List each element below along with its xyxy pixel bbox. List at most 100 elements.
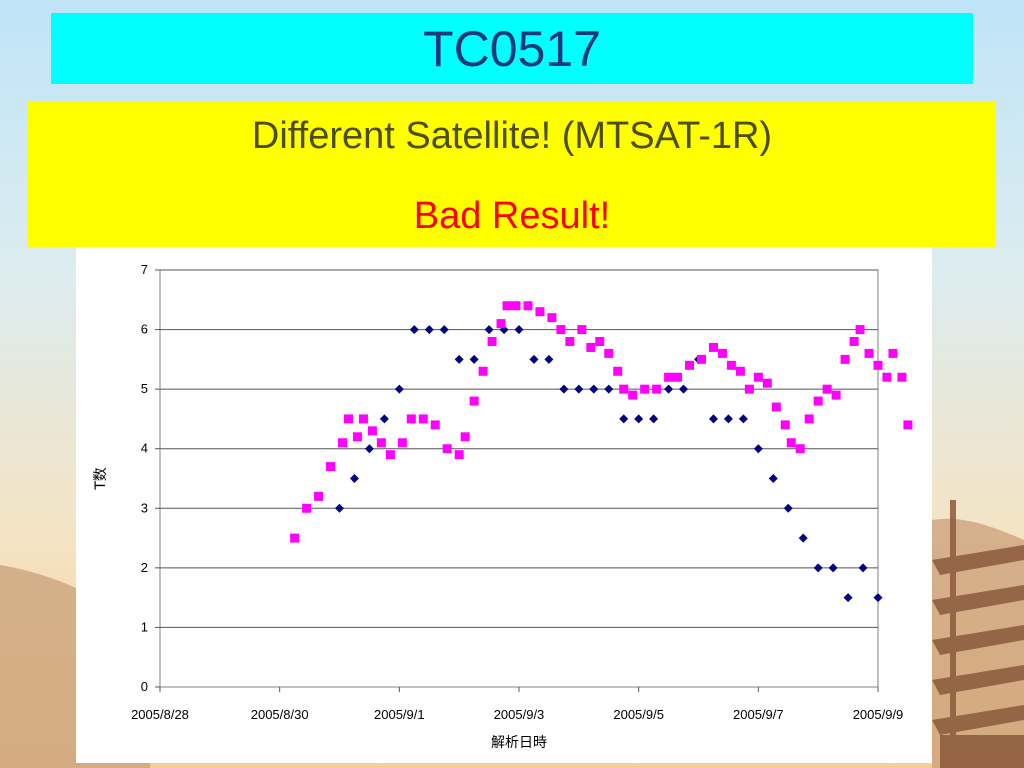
- y-tick-label: 4: [141, 441, 148, 456]
- data-point-square: [726, 360, 736, 370]
- data-point-square: [502, 301, 512, 311]
- data-point-diamond: [768, 474, 778, 483]
- data-point-square: [708, 342, 718, 352]
- data-point-square: [685, 360, 695, 370]
- data-point-diamond: [723, 414, 733, 424]
- data-point-diamond: [604, 384, 614, 394]
- data-point-square: [882, 372, 892, 382]
- y-tick-label: 1: [141, 619, 148, 634]
- slide-title: TC0517: [423, 20, 601, 77]
- data-point-diamond: [484, 325, 494, 335]
- scatter-chart: 0 1 2 3 4 5 6 7 2005/8/28 2005/8/30 2005/9/1 2005/9…: [93, 262, 913, 751]
- data-point-diamond: [813, 563, 823, 573]
- data-point-square: [735, 366, 745, 376]
- data-point-diamond: [394, 384, 404, 394]
- data-point-diamond: [409, 325, 419, 335]
- data-point-square: [822, 384, 832, 394]
- x-tick-label: 2005/8/28: [131, 707, 189, 722]
- data-point-diamond: [454, 354, 464, 364]
- data-point-square: [511, 301, 521, 311]
- data-point-square: [385, 450, 395, 460]
- data-point-square: [771, 402, 781, 412]
- x-tick-label: 2005/9/3: [494, 707, 545, 722]
- data-point-diamond: [798, 533, 808, 543]
- data-point-diamond: [379, 414, 389, 424]
- data-point-square: [664, 372, 674, 382]
- data-point-diamond: [335, 503, 344, 513]
- data-point-square: [418, 414, 428, 424]
- data-point-square: [430, 420, 440, 430]
- data-point-square: [556, 325, 566, 335]
- data-point-square: [717, 348, 727, 358]
- data-point-square: [786, 438, 796, 448]
- y-tick-label: 6: [141, 322, 148, 337]
- data-point-diamond: [559, 384, 569, 394]
- data-point-diamond: [364, 444, 374, 454]
- data-point-square: [753, 372, 763, 382]
- data-point-square: [864, 348, 874, 358]
- data-point-square: [314, 491, 324, 501]
- data-point-square: [673, 372, 683, 382]
- y-tick-label: 0: [141, 679, 148, 694]
- data-point-diamond: [514, 325, 524, 335]
- data-point-square: [795, 444, 805, 454]
- data-point-square: [367, 426, 377, 436]
- note-line-alert: Bad Result!: [413, 195, 611, 237]
- data-point-square: [813, 396, 823, 406]
- data-point-square: [613, 366, 623, 376]
- data-point-square: [744, 384, 754, 394]
- data-point-square: [535, 307, 545, 317]
- y-axis-title: T数: [93, 467, 109, 491]
- data-point-diamond: [349, 474, 359, 483]
- data-point-diamond: [634, 414, 644, 424]
- data-point-diamond: [679, 384, 689, 394]
- data-point-square: [496, 319, 506, 329]
- data-point-diamond: [649, 414, 659, 424]
- data-point-square: [903, 420, 913, 430]
- data-point-square: [652, 384, 662, 394]
- series-square: [290, 301, 913, 543]
- data-point-diamond: [858, 563, 868, 573]
- data-point-square: [762, 378, 772, 388]
- data-point-diamond: [738, 414, 748, 424]
- data-point-diamond: [828, 563, 838, 573]
- data-point-square: [397, 438, 407, 448]
- data-point-square: [855, 325, 865, 335]
- data-point-diamond: [589, 384, 599, 394]
- data-point-square: [478, 366, 488, 376]
- data-point-diamond: [499, 325, 509, 335]
- data-point-square: [358, 414, 368, 424]
- data-point-diamond: [529, 354, 539, 364]
- data-point-square: [831, 390, 841, 400]
- data-point-square: [352, 432, 362, 442]
- pagoda-silhouette: [932, 500, 1024, 768]
- data-point-square: [780, 420, 790, 430]
- y-tick-label: 7: [141, 262, 148, 277]
- data-point-square: [628, 390, 638, 400]
- data-point-square: [640, 384, 650, 394]
- data-point-diamond: [873, 593, 883, 603]
- data-point-square: [290, 533, 300, 543]
- data-point-diamond: [783, 503, 793, 513]
- data-point-square: [376, 438, 386, 448]
- data-point-diamond: [424, 325, 434, 335]
- data-point-square: [619, 384, 629, 394]
- chart-panel: 0 1 2 3 4 5 6 7 2005/8/28 2005/8/30 2005/9/1 2005/9…: [76, 247, 932, 763]
- data-point-square: [804, 414, 814, 424]
- x-tick-label: 2005/9/7: [733, 707, 784, 722]
- y-tick-label: 5: [141, 381, 148, 396]
- data-point-diamond: [544, 354, 554, 364]
- data-point-diamond: [619, 414, 629, 424]
- x-axis-title: 解析日時: [491, 735, 547, 751]
- note-line-satellite: Different Satellite! (MTSAT-1R): [251, 115, 773, 157]
- data-point-diamond: [753, 444, 763, 454]
- series-diamond: [335, 325, 883, 603]
- data-point-square: [849, 336, 859, 346]
- x-tick-label: 2005/9/5: [613, 707, 664, 722]
- data-point-square: [442, 444, 452, 454]
- data-point-square: [586, 342, 596, 352]
- data-point-square: [337, 438, 347, 448]
- data-point-square: [595, 336, 605, 346]
- data-point-square: [406, 414, 416, 424]
- data-point-diamond: [708, 414, 718, 424]
